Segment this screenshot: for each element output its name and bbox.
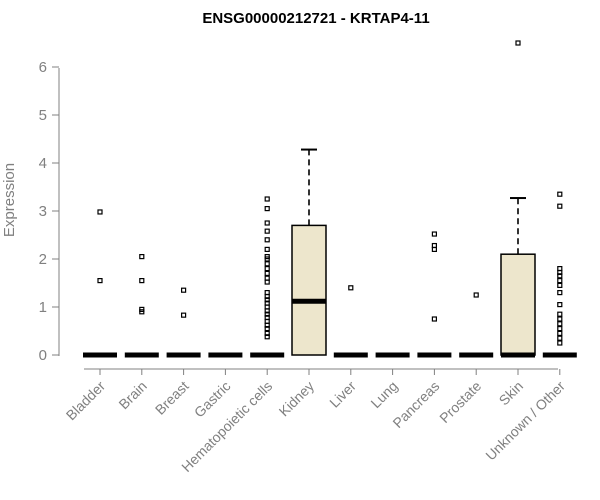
box-unknown-other — [542, 191, 577, 358]
outlier-point — [557, 335, 563, 341]
box-kidney — [291, 148, 327, 356]
x-tick-label: Bladder — [63, 378, 109, 424]
outlier-point — [264, 334, 270, 340]
outlier-point — [264, 254, 270, 260]
outlier-point — [264, 290, 270, 296]
y-tick-label: 4 — [39, 155, 47, 172]
outlier-point — [97, 278, 103, 284]
y-axis-label: Expression — [1, 163, 18, 237]
box-series — [83, 40, 577, 358]
outlier-point — [557, 278, 563, 284]
outlier-point — [348, 285, 354, 291]
box-iqr — [291, 224, 327, 356]
box-breast — [166, 287, 201, 358]
outlier-point — [264, 237, 270, 243]
outlier-point — [557, 273, 563, 279]
outlier-point — [181, 287, 187, 293]
box-liver — [333, 285, 368, 358]
box-skin — [500, 40, 536, 358]
chart-title: ENSG00000212721 - KRTAP4-11 — [202, 10, 429, 27]
outlier-point — [264, 314, 270, 321]
outlier-point — [557, 191, 563, 197]
y-tick-label: 6 — [39, 59, 47, 76]
outlier-point — [264, 311, 270, 317]
outlier-point — [181, 312, 187, 318]
x-tick-label: Skin — [496, 378, 527, 409]
x-tick-label: Unknown / Other — [482, 378, 568, 464]
outlier-point — [139, 278, 145, 284]
box-pancreas — [417, 231, 452, 358]
outlier-point — [264, 266, 270, 272]
y-axis-ticks: 0 1 2 3 4 5 6 — [39, 59, 59, 364]
x-tick-label: Kidney — [276, 378, 318, 420]
outlier-point — [264, 326, 270, 332]
x-tick-label: Prostate — [436, 378, 484, 426]
outlier-point — [557, 316, 563, 322]
y-tick-label: 5 — [39, 107, 47, 124]
outlier-point — [264, 206, 270, 212]
outlier-point — [139, 254, 145, 260]
outlier-point — [264, 196, 270, 202]
outlier-point — [557, 321, 563, 327]
outlier-point — [557, 266, 563, 272]
outlier-point — [264, 261, 270, 267]
x-tick-label: Brain — [115, 378, 149, 412]
outlier-point — [431, 316, 437, 322]
outlier-point — [264, 330, 270, 336]
y-tick-label: 0 — [39, 347, 47, 364]
outlier-point — [431, 231, 437, 237]
x-tick-label: Lung — [367, 378, 400, 411]
y-tick-label: 3 — [39, 203, 47, 220]
outlier-point — [264, 297, 270, 303]
outlier-point — [264, 246, 270, 252]
x-tick-label: Breast — [152, 378, 192, 418]
box-hematopoietic-cells — [250, 196, 285, 358]
box-iqr — [500, 253, 536, 356]
outlier-point — [515, 40, 521, 46]
outlier-point — [473, 292, 479, 298]
box-brain — [124, 254, 159, 358]
outlier-point — [557, 311, 563, 317]
y-tick-label: 1 — [39, 299, 47, 316]
outlier-point — [264, 275, 270, 281]
box-bladder — [83, 209, 117, 358]
y-tick-label: 2 — [39, 251, 47, 268]
outlier-point — [97, 209, 103, 215]
outlier-point — [139, 306, 145, 312]
outlier-point — [557, 340, 563, 346]
outlier-point — [264, 300, 270, 306]
outlier-point — [264, 228, 270, 234]
outlier-point — [264, 220, 270, 226]
outlier-point — [431, 242, 437, 249]
outlier-point — [557, 290, 563, 296]
outlier-point — [557, 282, 563, 288]
outlier-point — [557, 330, 563, 336]
outlier-point — [557, 203, 563, 209]
x-tick-label: Liver — [326, 378, 359, 411]
outlier-point — [557, 302, 563, 308]
box-prostate — [459, 292, 494, 358]
outlier-point — [557, 326, 563, 332]
outlier-point — [264, 270, 270, 276]
